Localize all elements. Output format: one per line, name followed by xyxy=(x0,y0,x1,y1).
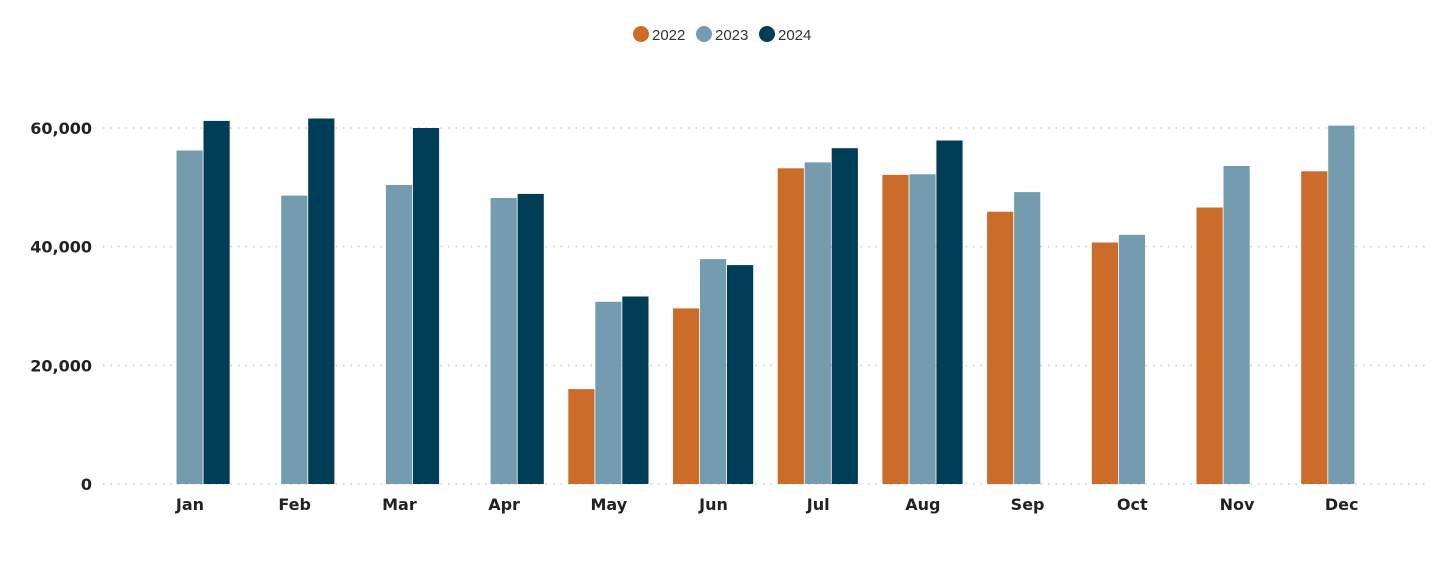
legend-item-2024[interactable]: 2024 xyxy=(759,26,811,44)
bar-dec-2023[interactable] xyxy=(1328,125,1355,484)
bar-sep-2023[interactable] xyxy=(1014,192,1041,484)
chart-legend: 2022 2023 2024 xyxy=(633,26,811,44)
x-tick-label: Apr xyxy=(488,495,520,514)
y-tick-label: 40,000 xyxy=(30,238,92,257)
x-axis: Jan Feb Mar Apr May Jun Jul Aug Sep Oct Nov Dec xyxy=(175,495,1359,514)
bar-aug-2023[interactable] xyxy=(909,174,936,485)
bar-mar-2023[interactable] xyxy=(385,185,413,484)
legend-label: 2023 xyxy=(715,27,748,44)
x-tick-label: Mar xyxy=(382,495,417,514)
bar-nov-2022[interactable] xyxy=(1196,207,1223,485)
bar-dec-2022[interactable] xyxy=(1301,171,1328,485)
y-tick-label: 20,000 xyxy=(30,356,92,375)
x-tick-label: Sep xyxy=(1011,495,1045,514)
legend-label: 2024 xyxy=(778,27,811,44)
legend-swatch xyxy=(759,26,775,42)
bar-aug-2022[interactable] xyxy=(882,174,909,484)
bar-jan-2024[interactable] xyxy=(203,120,230,485)
legend-label: 2022 xyxy=(652,27,685,44)
legend-swatch xyxy=(696,26,712,42)
bar-oct-2023[interactable] xyxy=(1118,234,1145,484)
bar-may-2024[interactable] xyxy=(622,296,649,485)
chart-gridlines xyxy=(103,127,1425,485)
x-tick-label: Oct xyxy=(1117,495,1148,514)
bar-jul-2023[interactable] xyxy=(804,162,831,484)
x-tick-label: May xyxy=(590,495,627,514)
y-tick-label: 0 xyxy=(81,475,92,494)
y-axis: 0 20,000 40,000 60,000 xyxy=(30,119,92,494)
bar-jul-2022[interactable] xyxy=(777,168,804,485)
bar-nov-2023[interactable] xyxy=(1223,166,1250,484)
x-tick-label: Aug xyxy=(905,495,940,514)
x-tick-label: Dec xyxy=(1325,495,1359,514)
x-tick-label: Nov xyxy=(1220,495,1255,514)
bar-oct-2022[interactable] xyxy=(1091,242,1118,485)
bar-jan-2023[interactable] xyxy=(176,150,203,485)
bar-jun-2022[interactable] xyxy=(673,308,700,484)
bar-series-group xyxy=(176,118,1355,485)
x-tick-label: Feb xyxy=(278,495,311,514)
bar-jun-2024[interactable] xyxy=(727,265,754,484)
bar-mar-2024[interactable] xyxy=(412,128,440,484)
bar-aug-2024[interactable] xyxy=(936,140,963,485)
bar-jul-2024[interactable] xyxy=(831,148,858,484)
bar-may-2023[interactable] xyxy=(595,301,622,484)
legend-item-2023[interactable]: 2023 xyxy=(696,26,748,44)
bar-sep-2022[interactable] xyxy=(987,211,1014,484)
legend-swatch xyxy=(633,26,649,42)
bar-apr-2024[interactable] xyxy=(517,193,544,484)
bar-apr-2023[interactable] xyxy=(490,198,517,484)
bar-may-2022[interactable] xyxy=(568,389,595,484)
x-tick-label: Jan xyxy=(175,495,204,514)
bar-jun-2023[interactable] xyxy=(700,259,727,484)
x-tick-label: Jun xyxy=(698,495,728,514)
y-tick-label: 60,000 xyxy=(30,119,92,138)
bar-feb-2023[interactable] xyxy=(281,195,308,484)
legend-item-2022[interactable]: 2022 xyxy=(633,26,685,44)
bar-feb-2024[interactable] xyxy=(308,118,335,485)
x-tick-label: Jul xyxy=(806,495,830,514)
